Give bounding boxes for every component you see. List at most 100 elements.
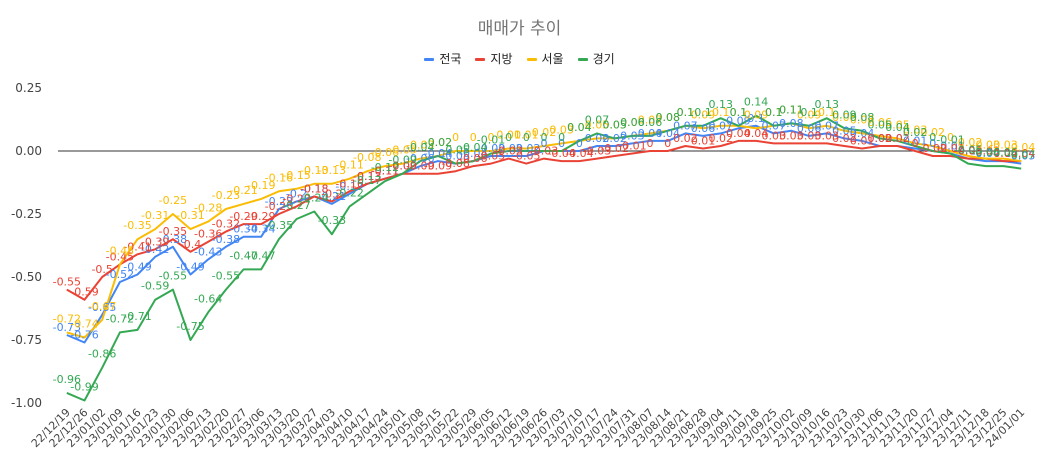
data-label: 0 bbox=[470, 131, 477, 144]
data-label: 0.02 bbox=[868, 132, 893, 145]
data-label: 0.1 bbox=[730, 106, 748, 119]
data-label: -0.13 bbox=[353, 170, 381, 183]
data-label: -0.73 bbox=[53, 321, 81, 334]
data-label: -0.25 bbox=[159, 194, 187, 207]
legend-item: 지방 bbox=[475, 50, 513, 67]
data-label: 0.02 bbox=[708, 132, 733, 145]
data-label: 0.05 bbox=[885, 118, 910, 131]
data-label: 0.07 bbox=[815, 119, 840, 132]
data-label: 0.09 bbox=[797, 108, 822, 121]
data-label: -0.06 bbox=[459, 152, 487, 165]
data-label: -0.13 bbox=[318, 164, 346, 177]
data-label: -0.47 bbox=[229, 249, 257, 262]
data-label: 0.11 bbox=[779, 103, 804, 116]
data-label: -0.34 bbox=[247, 223, 275, 236]
data-label: -0.34 bbox=[229, 223, 257, 236]
data-label: -0.17 bbox=[353, 174, 381, 187]
data-label: -0.31 bbox=[141, 209, 169, 222]
data-label: -0.03 bbox=[494, 145, 522, 158]
data-label: 0.08 bbox=[655, 111, 680, 124]
data-label: -0.2 bbox=[321, 187, 342, 200]
data-label: -0.02 bbox=[512, 142, 540, 155]
data-label: -0.09 bbox=[388, 154, 416, 167]
data-label: -0.06 bbox=[972, 146, 1000, 159]
chart-title: 매매가 추이 bbox=[477, 19, 562, 39]
legend-label: 전국 bbox=[439, 52, 462, 66]
legend-label: 서울 bbox=[541, 52, 564, 66]
y-tick-label: -1.00 bbox=[11, 396, 42, 410]
data-label: -0.23 bbox=[265, 195, 293, 208]
data-label: 0.06 bbox=[620, 116, 645, 129]
data-label: -0.03 bbox=[972, 139, 1000, 152]
data-label: -0.35 bbox=[123, 219, 151, 232]
legend-swatch bbox=[577, 58, 588, 61]
data-label: 0.07 bbox=[673, 119, 698, 132]
data-label: 0 bbox=[558, 137, 565, 150]
data-label: 0.11 bbox=[779, 103, 804, 116]
data-label: -0.99 bbox=[70, 380, 98, 393]
data-label: -0.96 bbox=[53, 373, 81, 386]
data-label: -0.59 bbox=[70, 286, 98, 299]
data-label: 0.09 bbox=[726, 114, 751, 127]
data-label: -0.08 bbox=[441, 157, 469, 170]
data-label: 0.05 bbox=[832, 124, 857, 137]
chart-legend: 전국 지방 서울 경기 bbox=[0, 50, 1039, 67]
data-label: -0.33 bbox=[318, 214, 346, 227]
data-label: -0.08 bbox=[353, 151, 381, 164]
data-label: -0.04 bbox=[565, 147, 593, 160]
data-label: -0.05 bbox=[1007, 150, 1035, 163]
data-label: -0.09 bbox=[388, 160, 416, 173]
data-label: 0.1 bbox=[730, 106, 748, 119]
data-label: 0.02 bbox=[885, 132, 910, 145]
data-label: 0 bbox=[929, 137, 936, 150]
data-label: -0.22 bbox=[335, 186, 363, 199]
data-label: -0.04 bbox=[459, 147, 487, 160]
data-label: -0.72 bbox=[53, 312, 81, 325]
data-label: -0.02 bbox=[600, 142, 628, 155]
data-label: 0.03 bbox=[797, 129, 822, 142]
data-label: -0.07 bbox=[1007, 149, 1035, 162]
data-label: 0.08 bbox=[655, 111, 680, 124]
data-label: 0.06 bbox=[868, 116, 893, 129]
data-label: 0.01 bbox=[903, 134, 928, 147]
data-label: 0.02 bbox=[921, 126, 946, 139]
data-label: 0.04 bbox=[655, 127, 680, 140]
data-label: -0.06 bbox=[406, 152, 434, 165]
data-label: 0 bbox=[541, 131, 548, 144]
data-label: -0.15 bbox=[282, 169, 310, 182]
legend-swatch bbox=[526, 58, 537, 61]
data-label: -0.76 bbox=[70, 329, 98, 342]
data-label: 0.08 bbox=[850, 111, 875, 124]
data-label: 0.1 bbox=[694, 106, 712, 119]
data-label: -0.04 bbox=[1007, 147, 1035, 160]
data-label: 0.04 bbox=[638, 127, 663, 140]
data-label: -0.02 bbox=[936, 142, 964, 155]
data-label: -0.02 bbox=[954, 136, 982, 149]
data-label: 0.08 bbox=[832, 111, 857, 124]
data-label: -0.13 bbox=[300, 164, 328, 177]
legend-swatch bbox=[424, 58, 435, 61]
data-label: -0.06 bbox=[989, 146, 1017, 159]
data-label: 0.1 bbox=[747, 112, 765, 125]
data-label: 0.09 bbox=[691, 108, 716, 121]
data-label: -0.17 bbox=[335, 180, 363, 193]
data-label: 0.08 bbox=[779, 117, 804, 130]
data-label: -0.59 bbox=[141, 280, 169, 293]
data-label: 0.03 bbox=[815, 129, 840, 142]
data-label: -0.65 bbox=[88, 301, 116, 314]
data-label: -0.35 bbox=[265, 219, 293, 232]
data-label: -0.31 bbox=[176, 209, 204, 222]
data-label: 0.01 bbox=[496, 128, 521, 141]
data-label: 0.02 bbox=[868, 132, 893, 145]
data-label: -0.67 bbox=[88, 300, 116, 313]
data-label: -0.41 bbox=[123, 240, 151, 253]
data-label: -0.09 bbox=[424, 160, 452, 173]
data-label: 0.02 bbox=[532, 126, 557, 139]
data-label: -0.04 bbox=[1007, 141, 1035, 154]
data-label: -0.28 bbox=[194, 202, 222, 215]
data-label: -0.03 bbox=[989, 139, 1017, 152]
legend-item: 경기 bbox=[577, 50, 615, 67]
data-label: 0.07 bbox=[585, 113, 610, 126]
data-label: -0.11 bbox=[335, 159, 363, 172]
